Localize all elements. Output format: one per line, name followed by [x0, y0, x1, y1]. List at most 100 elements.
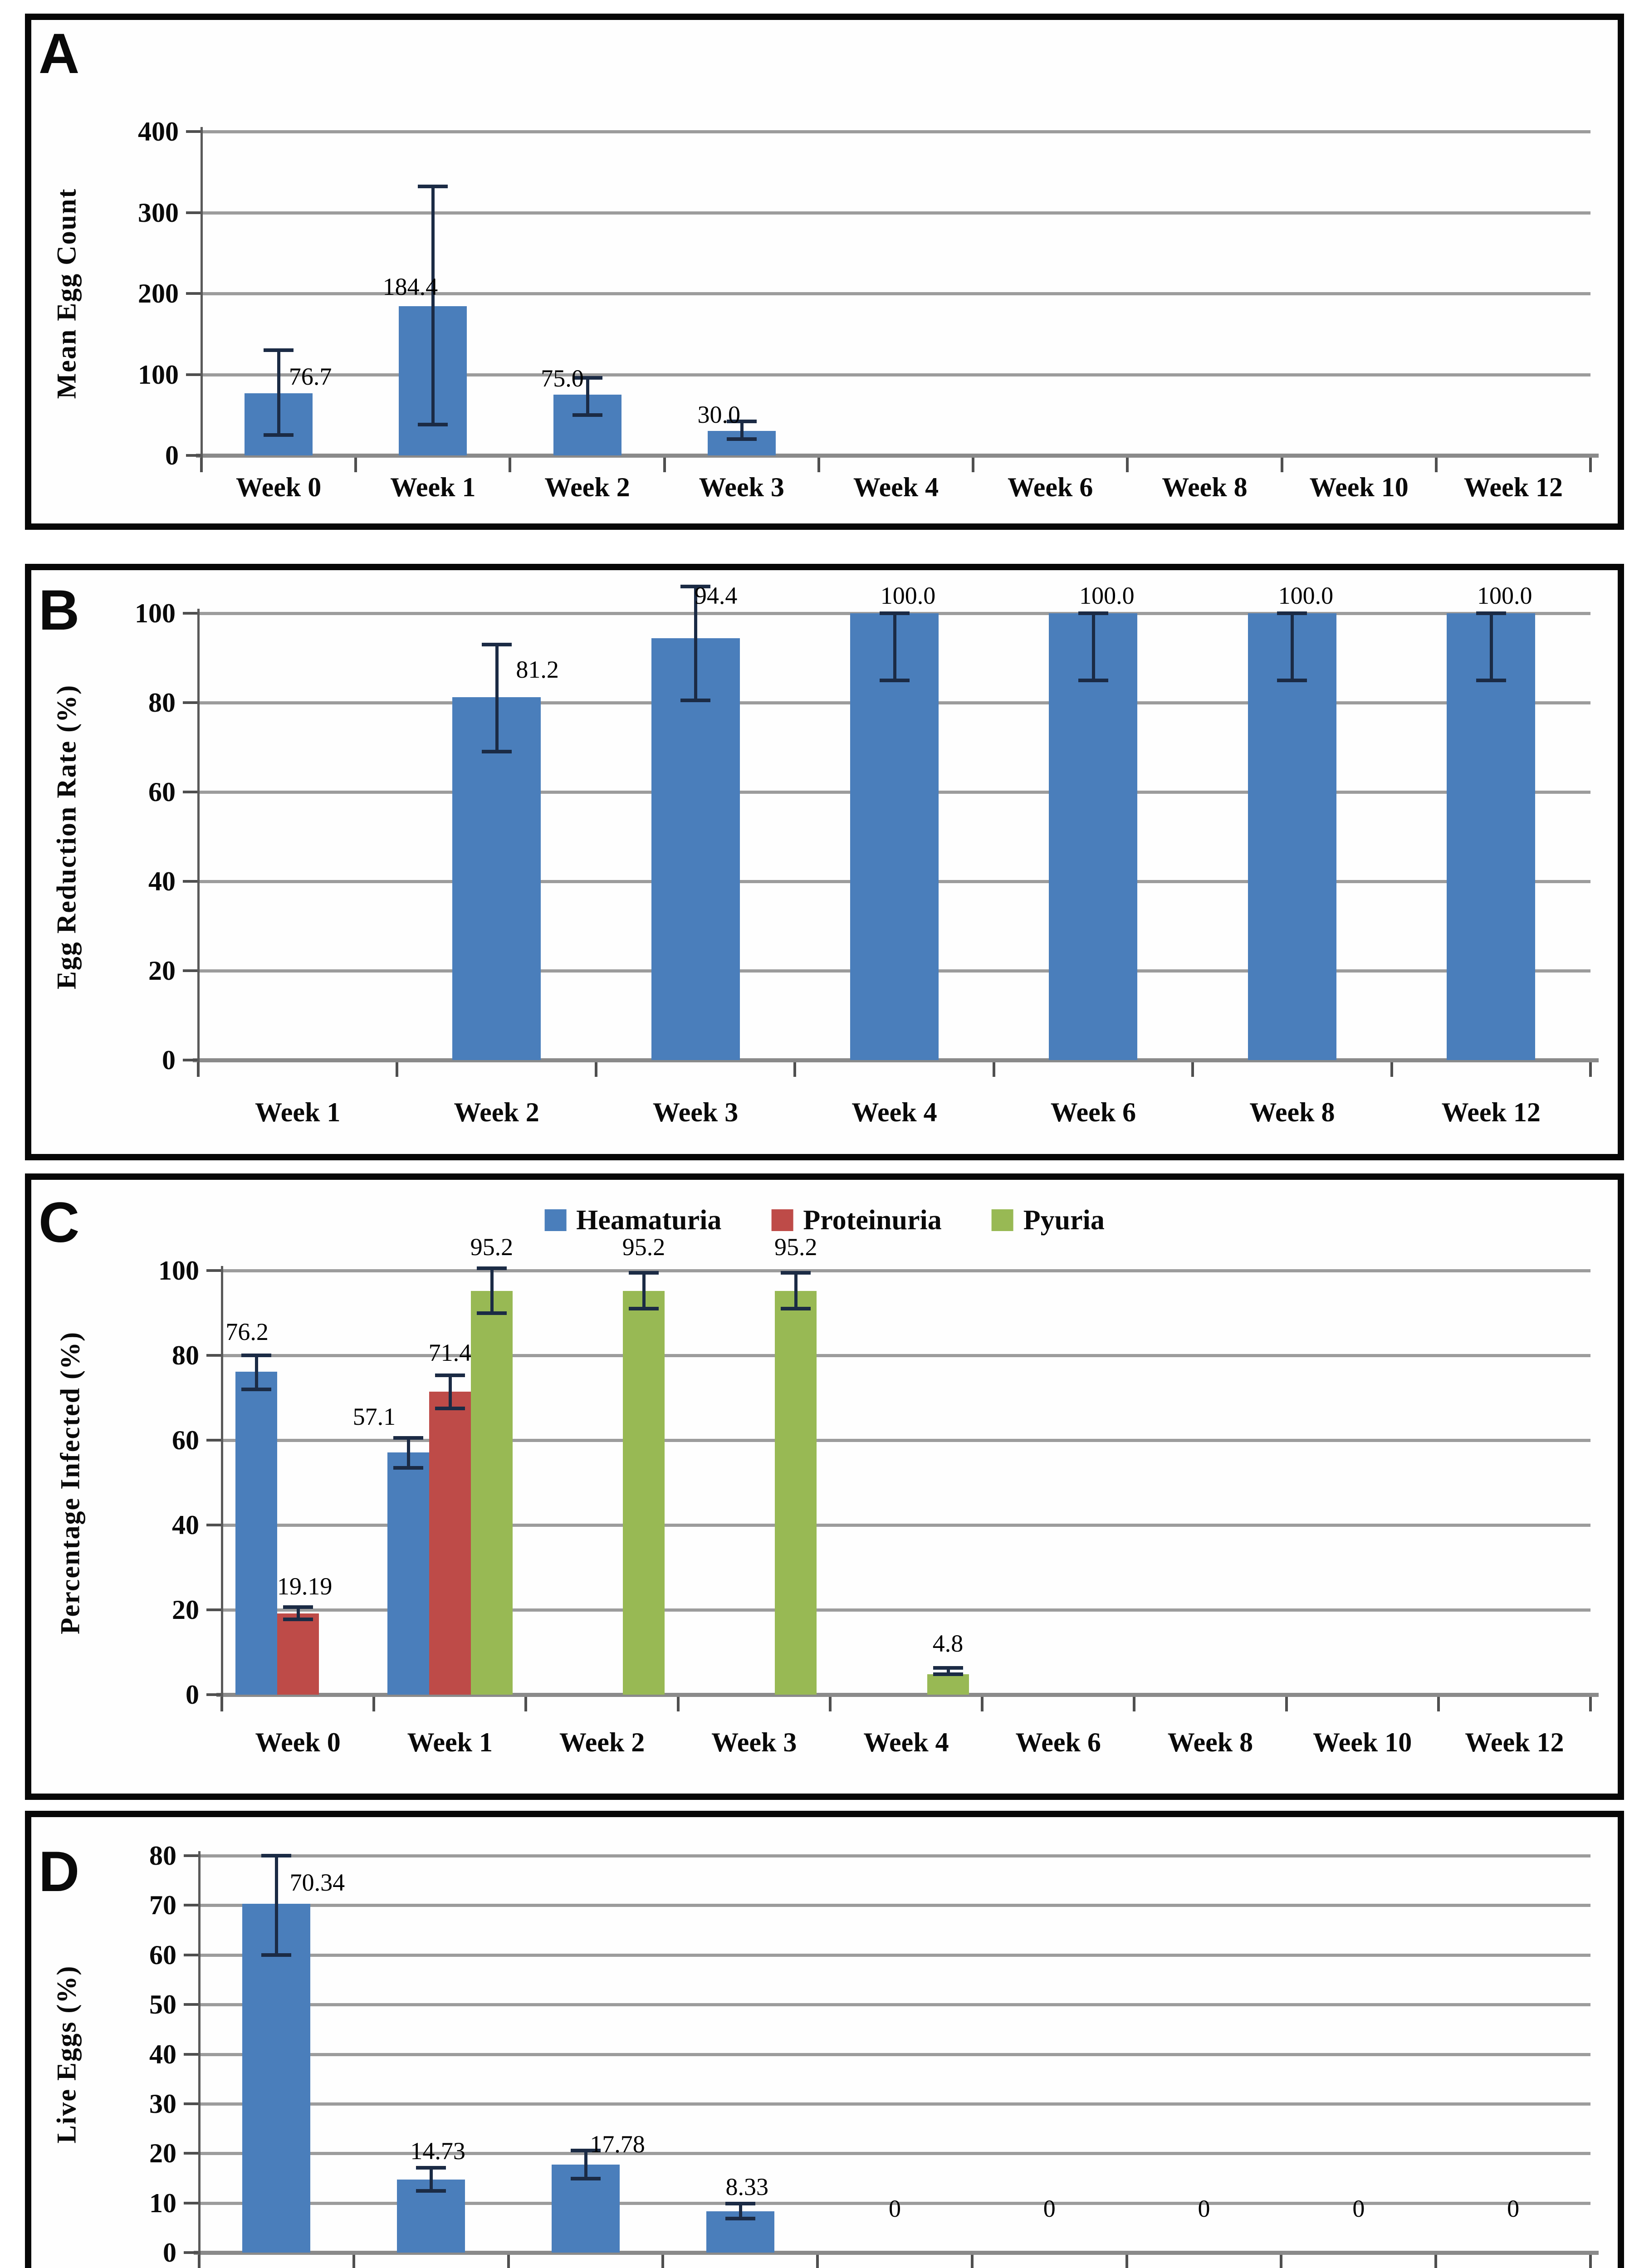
x-tick-mark [816, 2255, 819, 2268]
x-tick-mark [992, 1062, 995, 1077]
legend-swatch-icon [771, 1209, 793, 1231]
data-label: 100.0 [880, 582, 936, 610]
x-tick-label: Week 8 [1162, 472, 1248, 502]
panel-b: B Egg Reduction Rate (%) 0 20 40 60 80 100 Week … [25, 564, 1624, 1160]
y-tick-mark [183, 969, 198, 972]
error-bar-line [642, 1272, 646, 1309]
x-tick-label: Week 6 [1008, 472, 1093, 502]
legend-swatch-icon [544, 1209, 567, 1231]
gridline [199, 2102, 1590, 2106]
error-bar-cap-top [572, 376, 602, 380]
y-tick-mark [186, 292, 201, 295]
error-bar-line [296, 1607, 300, 1619]
x-tick-mark [1191, 1062, 1194, 1077]
error-bar-line [430, 2167, 433, 2191]
error-bar-line [694, 586, 698, 701]
x-tick-mark [793, 1062, 797, 1077]
error-bar-cap-top [481, 642, 512, 646]
y-tick-label: 80 [149, 1841, 176, 1871]
y-tick-label: 300 [138, 197, 179, 228]
y-tick-mark [183, 791, 198, 793]
y-tick-label: 30 [149, 2088, 176, 2119]
panel-a: A Mean Egg Count 0 100 200 300 400 Week 0 Week 1… [25, 14, 1624, 530]
x-tick-label: Week 10 [1312, 1727, 1412, 1757]
x-axis-line [193, 1058, 1599, 1062]
data-label: 95.2 [470, 1233, 514, 1261]
panel-letter-a: A [39, 22, 80, 85]
error-bar-cap-bottom [416, 2189, 446, 2193]
x-tick-mark [524, 1697, 528, 1711]
x-tick-mark [970, 2255, 974, 2268]
y-tick-label: 100 [135, 598, 176, 628]
y-tick-mark [186, 454, 201, 457]
error-bar-cap-bottom [435, 1406, 465, 1410]
bar [242, 1903, 311, 2253]
y-tick-label: 400 [138, 117, 179, 147]
y-tick-label: 50 [149, 1989, 176, 2020]
bar [623, 1290, 665, 1695]
x-tick-mark [1125, 2255, 1128, 2268]
data-label: 76.7 [289, 363, 332, 391]
y-axis-line [197, 609, 200, 1075]
x-tick-mark [396, 1062, 399, 1077]
panel-letter-b: B [39, 579, 80, 642]
data-label: 0 [1198, 2195, 1210, 2223]
error-bar-cap-bottom [261, 1953, 292, 1957]
y-tick-label: 0 [165, 440, 179, 470]
x-axis-line [194, 2251, 1599, 2255]
error-bar-line [254, 1355, 258, 1389]
error-bar-cap-bottom [283, 1617, 313, 1621]
y-tick-label: 80 [148, 688, 176, 718]
gridline [222, 1524, 1590, 1527]
error-bar-line [586, 377, 589, 415]
error-bar-cap-bottom [726, 437, 757, 441]
x-tick-label: Week 12 [1465, 1727, 1564, 1757]
x-tick-mark [1280, 2255, 1283, 2268]
panel-letter-d: D [39, 1840, 80, 1903]
x-axis-line [196, 454, 1599, 458]
data-label: 70.34 [289, 1868, 345, 1896]
x-tick-label: Week 3 [652, 1097, 739, 1127]
y-tick-mark [184, 2053, 199, 2056]
x-tick-label: Week 1 [255, 1097, 341, 1127]
bar [1447, 613, 1536, 1060]
x-tick-label: Week 1 [407, 1727, 493, 1757]
legend-label: Heamaturia [576, 1205, 722, 1236]
error-bar-line [490, 1268, 494, 1313]
legend: Heamaturia Proteinuria Pyuria [544, 1206, 1105, 1234]
data-label: 0 [1043, 2195, 1056, 2223]
y-tick-mark [206, 1269, 222, 1272]
y-tick-label: 100 [158, 1256, 199, 1286]
y-tick-label: 80 [172, 1340, 199, 1370]
gridline [199, 2053, 1590, 2056]
error-bar-cap-bottom [481, 750, 512, 754]
error-bar-cap-bottom [418, 423, 448, 427]
error-bar-cap-bottom [241, 1387, 271, 1391]
gridline [199, 2152, 1590, 2156]
data-label: 100.0 [1079, 582, 1135, 610]
data-label: 0 [1507, 2195, 1520, 2223]
y-axis-title: Egg Reduction Rate (%) [51, 684, 82, 989]
error-bar-cap-top [416, 2165, 446, 2170]
error-bar-cap-bottom [572, 413, 602, 417]
x-tick-mark [1589, 2255, 1592, 2268]
error-bar-cap-bottom [933, 1672, 963, 1677]
data-label: 30.0 [697, 401, 741, 429]
error-bar-line [448, 1375, 452, 1408]
error-bar-cap-top [1078, 611, 1108, 615]
y-tick-mark [184, 1953, 199, 1956]
bar [1049, 613, 1138, 1060]
data-label: 100.0 [1278, 582, 1334, 610]
x-tick-label: Week 8 [1167, 1727, 1253, 1757]
x-tick-label: Week 2 [544, 472, 630, 502]
bar [277, 1613, 319, 1695]
x-tick-label: Week 6 [1050, 1097, 1136, 1127]
y-tick-mark [184, 2102, 199, 2105]
data-label: 0 [1352, 2195, 1365, 2223]
x-tick-mark [828, 1697, 832, 1711]
bar [452, 697, 541, 1060]
legend-item: Heamaturia [544, 1206, 721, 1234]
y-tick-label: 40 [148, 866, 176, 896]
data-label: 81.2 [516, 655, 559, 683]
